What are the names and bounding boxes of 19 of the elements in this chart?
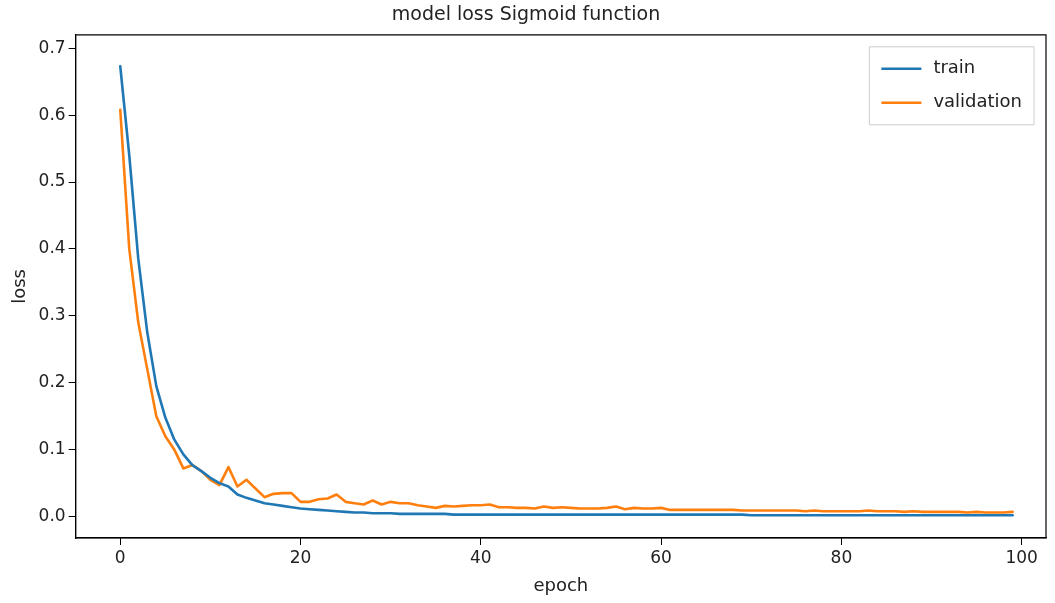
y-axis-title: loss [8, 269, 30, 304]
x-tick-label: 80 [830, 546, 853, 567]
y-tick-label: 0.2 [38, 371, 66, 392]
chart-title: model loss Sigmoid function [391, 2, 661, 25]
x-tick-label: 60 [650, 546, 672, 567]
legend-label: train [933, 56, 976, 78]
y-tick-label: 0.6 [38, 103, 66, 124]
y-tick-label: 0.1 [38, 438, 66, 459]
x-axis-title: epoch [533, 573, 589, 595]
y-tick-label: 0.7 [38, 36, 66, 57]
x-tick-label: 20 [289, 546, 312, 567]
y-tick-label: 0.5 [38, 170, 66, 191]
y-tick-label: 0.0 [38, 505, 66, 526]
y-tick-label: 0.4 [38, 237, 66, 258]
legend-label: validation [933, 90, 1022, 112]
x-tick-label: 0 [114, 546, 126, 567]
x-tick-label: 100 [1005, 546, 1038, 567]
y-tick-label: 0.3 [38, 304, 66, 325]
x-tick-label: 40 [470, 546, 492, 567]
